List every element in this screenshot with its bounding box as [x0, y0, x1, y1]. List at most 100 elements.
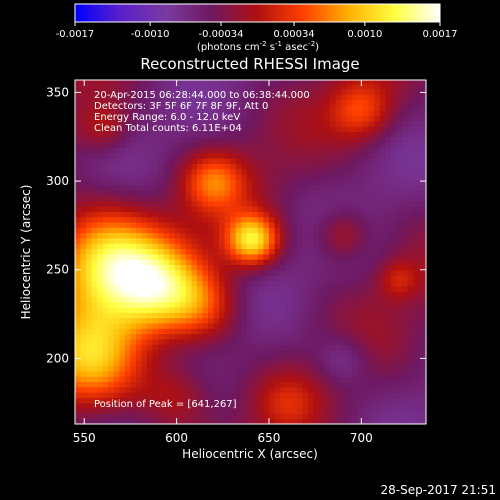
heatmap-cell [86, 221, 93, 228]
heatmap-cell [241, 221, 248, 228]
heatmap-cell [296, 131, 303, 138]
heatmap-cell [385, 216, 392, 223]
heatmap-cell [169, 131, 176, 138]
heatmap-cell [196, 158, 204, 164]
heatmap-cell [368, 120, 375, 127]
heatmap-cell [285, 360, 292, 367]
heatmap-cell [252, 264, 259, 271]
heatmap-cell [174, 80, 181, 85]
heatmap-cell [119, 200, 126, 207]
heatmap-cell [97, 237, 104, 244]
heatmap-cell [185, 184, 192, 191]
heatmap-cell [374, 413, 381, 420]
heatmap-cell [379, 211, 386, 218]
heatmap-cell [302, 408, 309, 414]
heatmap-cell [291, 173, 298, 180]
heatmap-cell [302, 365, 309, 372]
heatmap-cell [130, 365, 137, 372]
heatmap-cell [296, 386, 303, 393]
heatmap-cell [75, 418, 82, 424]
heatmap-cell [91, 205, 98, 212]
heatmap-cell [252, 253, 259, 260]
heatmap-cell [385, 328, 392, 335]
heatmap-cell [235, 317, 242, 324]
heatmap-cell [274, 184, 281, 191]
heatmap-cell [224, 402, 231, 409]
heatmap-cell [202, 264, 209, 271]
heatmap-cell [174, 248, 181, 255]
heatmap-cell [318, 413, 325, 420]
heatmap-cell [202, 126, 209, 133]
heatmap-cell [368, 104, 375, 111]
heatmap-cell [141, 195, 148, 202]
heatmap-cell [357, 264, 364, 271]
heatmap-cell [124, 173, 132, 180]
heatmap-cell [208, 408, 215, 414]
heatmap-cell [291, 147, 298, 154]
heatmap-cell [213, 392, 220, 399]
heatmap-cell [257, 158, 265, 164]
heatmap-cell [390, 94, 398, 101]
heatmap-cell [230, 370, 237, 377]
heatmap-cell [280, 94, 287, 101]
heatmap-cell [141, 131, 148, 138]
heatmap-cell [208, 126, 215, 133]
heatmap-cell [352, 94, 359, 101]
heatmap-cell [379, 269, 386, 276]
heatmap-cell [241, 110, 248, 117]
heatmap-cell [163, 381, 170, 388]
heatmap-cell [274, 312, 281, 319]
heatmap-cell [202, 344, 209, 351]
heatmap-cell [80, 253, 87, 260]
heatmap-cell [174, 354, 181, 361]
heatmap-cell [285, 248, 292, 255]
heatmap-cell [191, 349, 198, 356]
heatmap-cell [124, 285, 132, 292]
heatmap-cell [97, 280, 104, 287]
heatmap-cell [379, 285, 386, 292]
heatmap-cell [213, 88, 220, 95]
heatmap-cell [335, 195, 342, 202]
heatmap-cell [130, 158, 137, 164]
heatmap-cell [346, 301, 353, 308]
heatmap-cell [318, 142, 325, 148]
heatmap-cell [235, 237, 242, 244]
heatmap-cell [302, 163, 309, 170]
heatmap-cell [219, 136, 226, 143]
heatmap-cell [268, 381, 276, 388]
heatmap-cell [385, 147, 392, 154]
heatmap-cell [352, 88, 359, 95]
heatmap-cell [124, 221, 132, 228]
heatmap-cell [396, 397, 403, 404]
heatmap-cell [191, 285, 198, 292]
heatmap-cell [396, 418, 403, 424]
heatmap-cell [113, 397, 120, 404]
heatmap-cell [379, 168, 386, 175]
heatmap-cell [280, 216, 287, 223]
heatmap-cell [285, 285, 292, 292]
heatmap-cell [158, 80, 165, 85]
heatmap-cell [97, 301, 104, 308]
heatmap-cell [158, 376, 165, 383]
x-tick-label: 600 [165, 431, 188, 445]
heatmap-cell [374, 142, 381, 148]
heatmap-cell [163, 312, 170, 319]
heatmap-cell [313, 83, 320, 90]
heatmap-cell [252, 227, 259, 234]
heatmap-cell [313, 328, 320, 335]
heatmap-cell [401, 232, 409, 239]
heatmap-cell [135, 158, 143, 164]
heatmap-cell [169, 243, 176, 250]
heatmap-cell [268, 195, 276, 202]
heatmap-cell [374, 354, 381, 361]
heatmap-cell [169, 216, 176, 223]
heatmap-cell [191, 227, 198, 234]
heatmap-cell [174, 349, 181, 356]
heatmap-cell [219, 333, 226, 340]
heatmap-cell [124, 296, 132, 303]
heatmap-cell [252, 333, 259, 340]
heatmap-cell [346, 344, 353, 351]
heatmap-cell [368, 402, 375, 409]
heatmap-cell [130, 338, 137, 345]
heatmap-cell [291, 104, 298, 111]
